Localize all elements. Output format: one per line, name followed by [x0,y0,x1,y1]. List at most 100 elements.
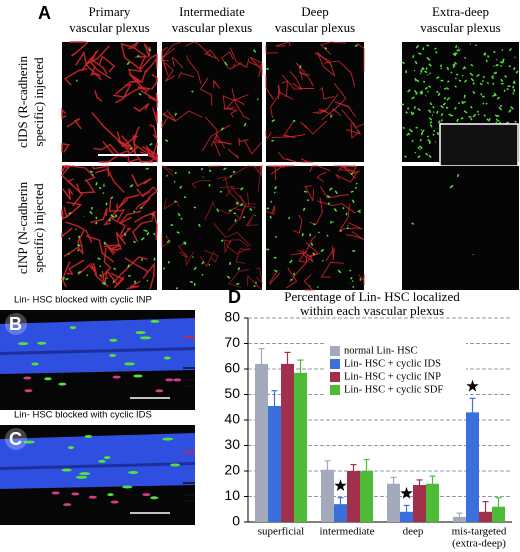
x-tick-label: (extra-deep) [452,538,506,550]
cell [114,214,117,217]
vessel [142,262,155,290]
cell [461,74,464,77]
vessel [324,60,356,88]
panel-label: A [38,3,51,23]
vessel [204,249,219,263]
cell [436,131,440,136]
cell [333,208,338,212]
cell [201,261,205,265]
vessel [92,262,109,288]
cell [357,209,361,213]
cell [67,446,75,450]
cell [491,75,495,80]
cell [429,124,433,128]
cell [496,96,500,100]
cell [166,174,169,177]
cell [237,268,240,271]
legend-label: normal Lin- HSC [344,345,418,356]
cell [482,75,485,79]
cell [126,61,131,66]
vessel [81,57,108,75]
cell [150,319,160,323]
cell [216,208,220,212]
cell [436,76,440,79]
cell [354,44,358,48]
cell [422,47,425,51]
vessel [290,235,317,256]
cell [440,67,443,70]
cell [463,79,468,83]
cell [37,341,47,345]
vessel [107,244,122,251]
cell [432,133,435,136]
cell [414,77,417,82]
legend-label: Lin- HSC + cyclic INP [344,371,441,382]
cell [173,180,176,183]
cell [266,248,270,251]
x-tick-label: superficial [258,526,304,538]
cell [249,207,253,211]
vessel [299,71,314,87]
cell [426,56,431,61]
vessel [316,171,327,182]
vessel [270,92,294,119]
vessel [145,144,158,163]
vessel [300,120,328,135]
cell [79,472,91,476]
vessel [61,107,67,120]
vessel [226,186,245,212]
cell [149,142,153,146]
cell [428,85,432,88]
cell [492,82,495,86]
cell [208,169,212,173]
cell [472,82,475,85]
vessel [269,269,281,285]
vessel [213,222,252,247]
cell [499,104,503,107]
cell [150,496,159,500]
vessel [62,188,74,201]
vessel [178,72,194,79]
cell [339,229,343,233]
vessel [90,51,112,80]
vessel [271,133,306,138]
vessel [201,124,231,152]
cell [429,102,433,106]
cell [183,241,186,244]
cell [433,129,436,132]
cell [438,92,441,96]
vessel [243,139,263,155]
column-header: Intermediate [179,4,245,19]
cell [424,86,428,90]
cell [147,48,152,52]
cell [493,65,495,67]
vessel [312,108,334,116]
cell [448,113,451,116]
cell [69,326,77,330]
legend-label: Lin- HSC + cyclic SDF [344,384,443,395]
cell [166,239,171,244]
cell [454,85,457,88]
vessel [249,56,263,78]
vessel [75,50,102,81]
cell [494,114,499,118]
vessel [164,62,176,82]
cell [410,111,414,116]
vessel [309,165,331,173]
significance-star [400,486,413,499]
vessel [100,247,112,279]
legend-swatch [330,385,340,395]
vessel [152,107,158,124]
vessel [98,55,116,73]
cell [127,264,130,268]
vessel [131,173,152,187]
vessel [162,110,203,122]
cell [463,110,468,114]
vessel [61,227,73,239]
cell [498,106,503,111]
vessel [66,259,85,275]
cell [146,231,150,236]
legend-swatch [330,346,340,356]
vessel [289,71,303,91]
cell [492,74,495,77]
